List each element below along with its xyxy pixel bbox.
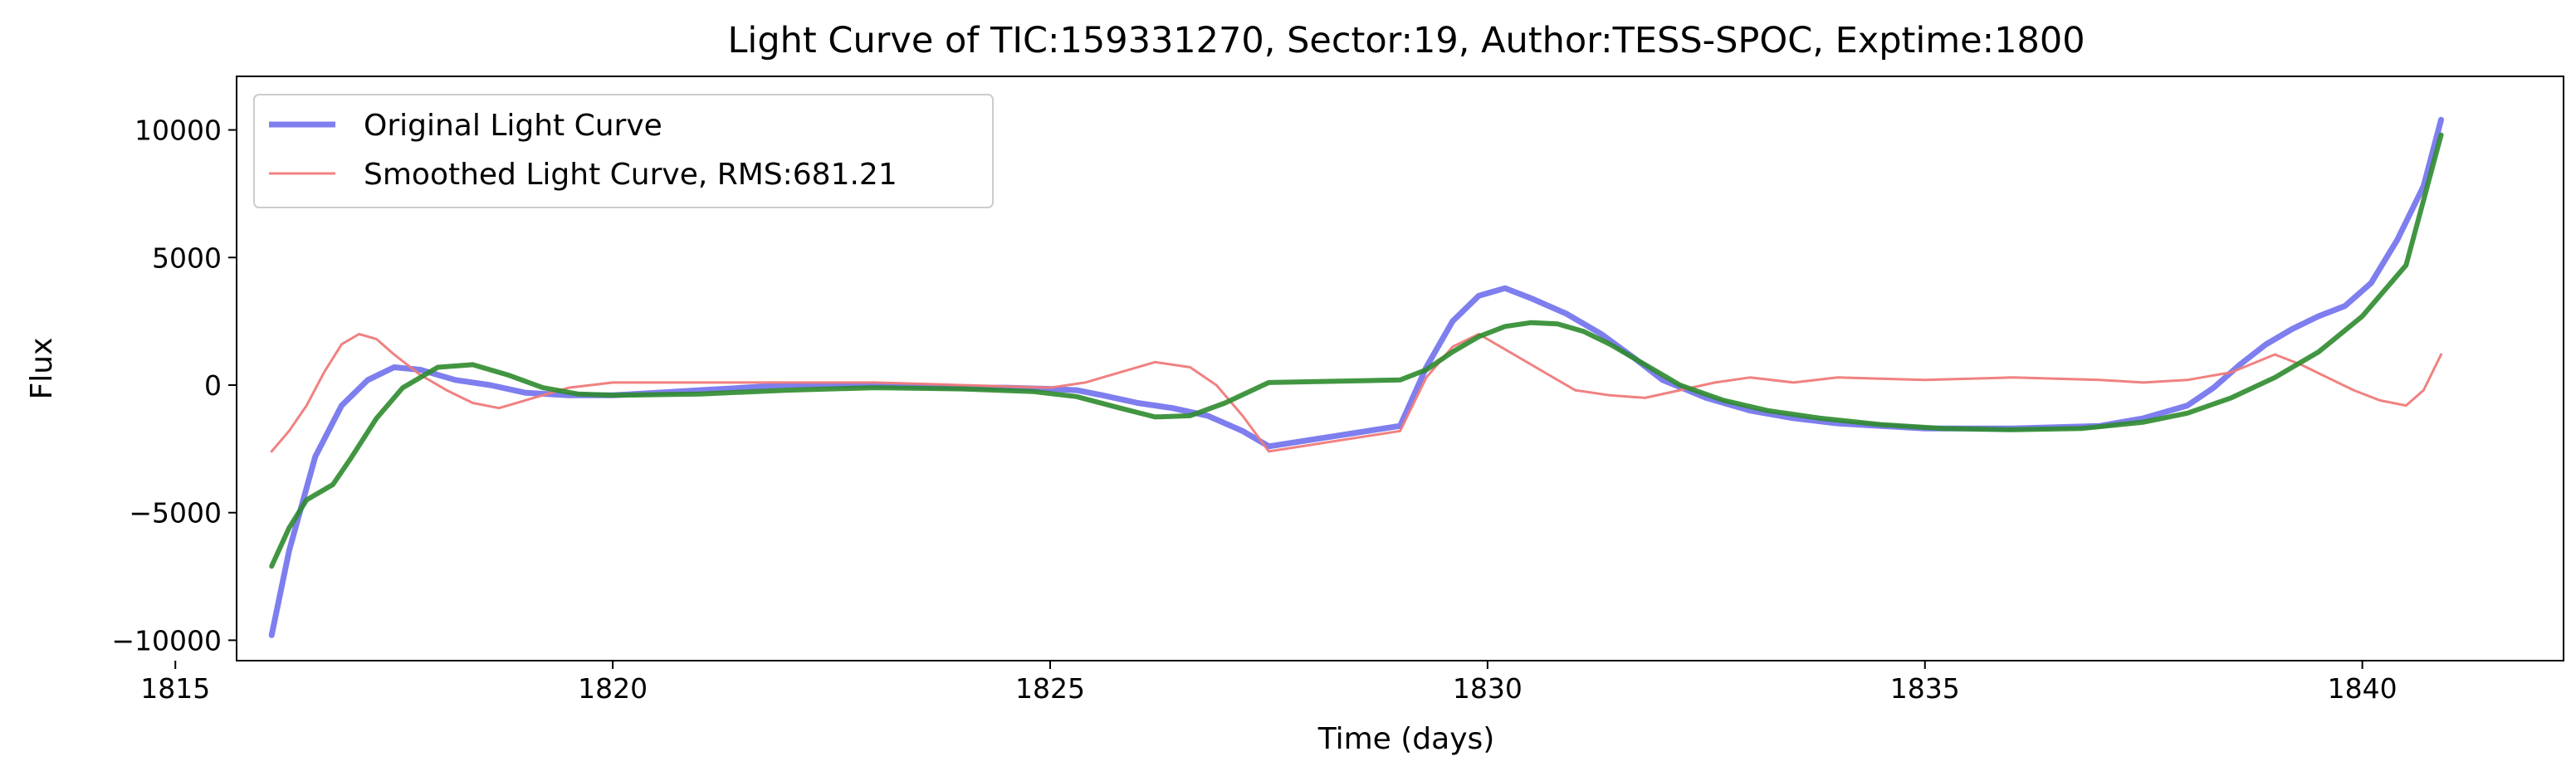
plot-area [268, 116, 2444, 638]
y-tick-label: 0 [204, 369, 222, 402]
legend-label: Smoothed Light Curve, RMS:681.21 [364, 158, 897, 192]
y-tick-label: −5000 [129, 497, 222, 530]
y-tick-label: 5000 [152, 242, 222, 274]
x-tick-label: 1835 [1890, 672, 1960, 705]
y-tick-label: 10000 [134, 115, 222, 147]
legend-label: Original Light Curve [364, 109, 662, 143]
x-tick-label: 1840 [2328, 672, 2398, 705]
y-axis-title: Flux [25, 338, 59, 400]
axes-frame [236, 76, 2564, 661]
x-tick-label: 1830 [1453, 672, 1523, 705]
x-axis-title: Time (days) [1317, 722, 1495, 756]
legend: Original Light Curve Smoothed Light Curve… [253, 94, 994, 208]
chart-title: Light Curve of TIC:159331270, Sector:19,… [727, 20, 2085, 61]
smoothed-light-curve-line [270, 333, 2442, 453]
axes: 1815 1820 1825 1830 1835 1840 −10000 −5000 0 5000… [111, 76, 2564, 705]
series-lines [268, 116, 2444, 638]
legend-box [253, 94, 994, 208]
x-tick-label: 1820 [578, 672, 648, 705]
x-tick-label: 1825 [1015, 672, 1085, 705]
x-tick-label: 1815 [140, 672, 210, 705]
trend-fit-line [269, 132, 2444, 569]
y-tick-label: −10000 [111, 624, 222, 657]
